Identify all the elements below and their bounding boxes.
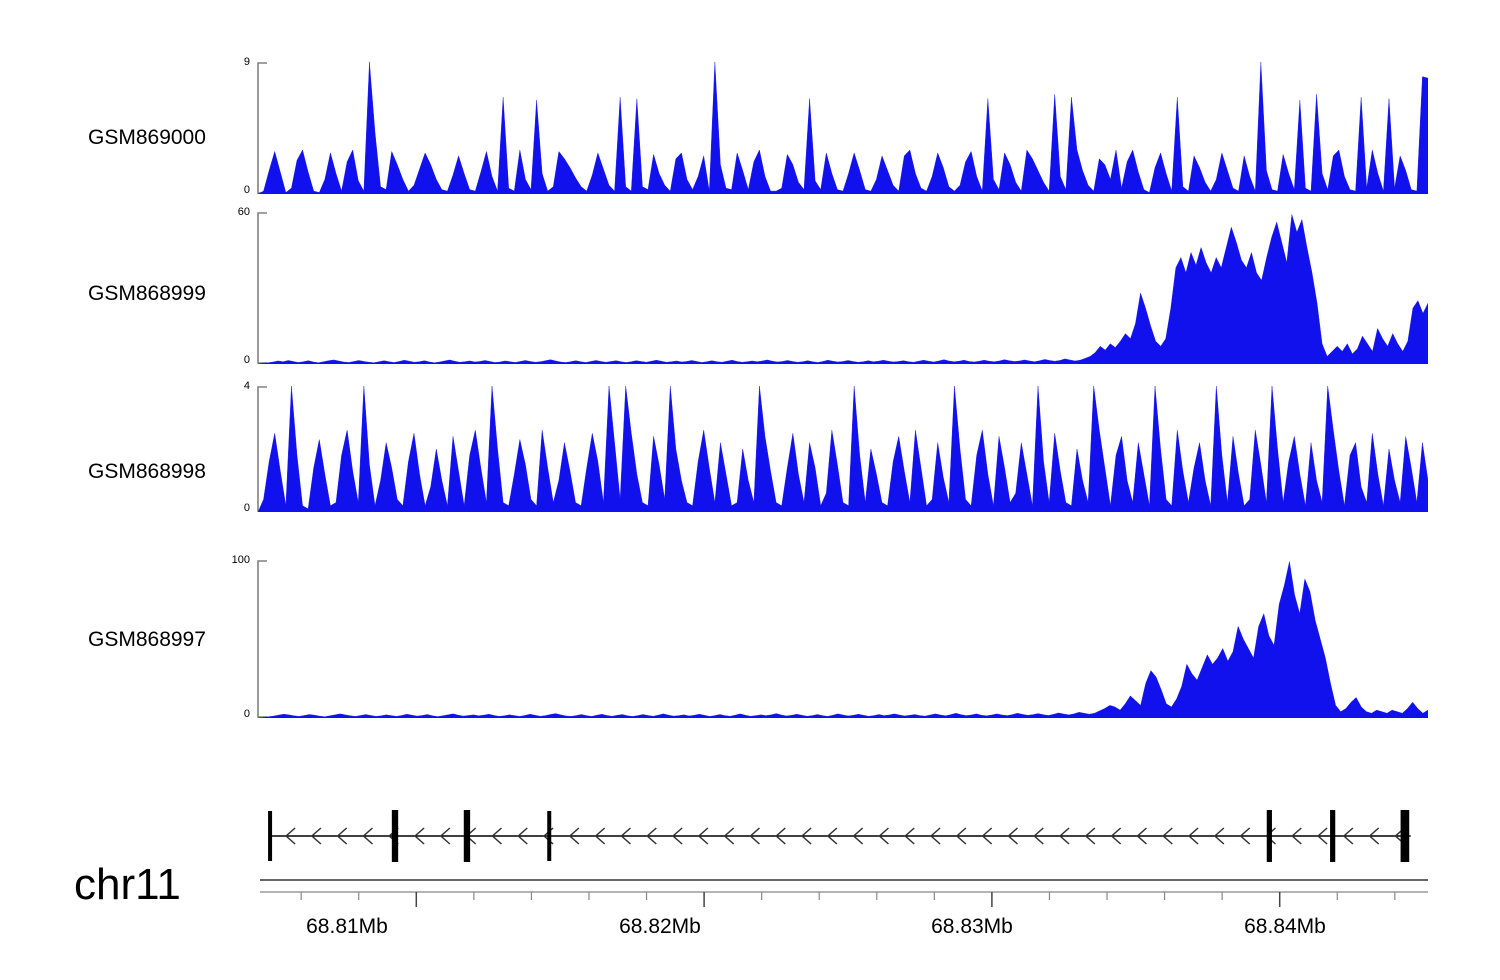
track-label-4: GSM868997 — [88, 628, 206, 651]
strand-arrow-left-icon — [284, 827, 296, 845]
strand-arrow-left-icon — [929, 827, 941, 845]
strand-arrow-left-icon — [1265, 827, 1276, 845]
track-4-plot — [258, 560, 1428, 718]
gene-exon-2[interactable] — [391, 810, 399, 862]
strand-arrow-left-icon — [1213, 827, 1225, 845]
track-4-ymax-label: 100 — [231, 554, 250, 566]
track-label-2: GSM868999 — [88, 282, 206, 305]
signal-area-1 — [258, 62, 1428, 194]
genome-ruler[interactable] — [258, 878, 1438, 908]
strand-arrow-left-icon — [800, 827, 812, 845]
strand-arrow-left-icon — [723, 827, 735, 845]
track-3-plot — [258, 386, 1428, 512]
strand-arrow-left-icon — [620, 827, 631, 845]
signal-area-3 — [258, 386, 1428, 512]
track-1-ymax-label: 9 — [243, 56, 250, 68]
track-3-ymin-label: 0 — [243, 502, 250, 514]
strand-arrow-left-icon — [1084, 827, 1096, 845]
strand-arrow-left-icon — [594, 827, 606, 845]
strand-arrow-left-icon — [1187, 827, 1199, 845]
strand-arrow-left-icon — [955, 827, 967, 845]
strand-arrow-left-icon — [1162, 827, 1173, 845]
gene-model-track[interactable] — [258, 806, 1438, 868]
gene-exon-3[interactable] — [463, 810, 471, 862]
strand-arrow-left-icon — [775, 827, 786, 845]
signal-track-3: GSM868998 4 0 — [0, 376, 1500, 548]
strand-arrow-left-icon — [1239, 827, 1251, 845]
signal-track-2: GSM868999 60 0 — [0, 200, 1500, 378]
strand-arrow-left-icon — [646, 827, 657, 845]
signal-area-4 — [258, 561, 1428, 718]
strand-arrow-left-icon — [852, 827, 864, 845]
strand-arrow-left-icon — [826, 827, 838, 845]
strand-arrow-left-icon — [568, 827, 580, 845]
track-4-ymin-label: 0 — [243, 708, 250, 720]
strand-arrow-left-icon — [878, 827, 889, 845]
strand-arrow-left-icon — [981, 827, 993, 845]
strand-arrow-left-icon — [1110, 827, 1122, 845]
ruler-label-1: 68.82Mb — [619, 915, 701, 938]
strand-arrow-left-icon — [336, 827, 348, 845]
strand-arrow-left-icon — [1291, 827, 1302, 845]
strand-arrow-left-icon — [439, 827, 451, 845]
signal-track-1: GSM869000 9 0 — [0, 26, 1500, 202]
strand-arrow-left-icon — [517, 827, 528, 845]
track-2-y-axis — [256, 212, 268, 369]
strand-arrow-left-icon — [1368, 827, 1380, 845]
strand-arrow-left-icon — [1007, 827, 1018, 845]
gene-exon-4[interactable] — [547, 811, 552, 861]
track-label-3: GSM868998 — [88, 460, 206, 483]
gene-exon-1[interactable] — [268, 811, 273, 861]
track-2-plot — [258, 212, 1428, 364]
gene-exon-5[interactable] — [1266, 810, 1272, 862]
strand-arrow-left-icon — [671, 827, 683, 845]
strand-arrow-left-icon — [491, 827, 502, 845]
ruler-label-0: 68.81Mb — [306, 915, 388, 938]
strand-arrow-left-icon — [1136, 827, 1147, 845]
strand-arrow-left-icon — [1342, 827, 1354, 845]
track-3-ymax-label: 4 — [243, 380, 250, 392]
strand-arrow-left-icon — [697, 827, 709, 845]
ruler-label-2: 68.83Mb — [931, 915, 1013, 938]
gene-exon-6[interactable] — [1330, 810, 1336, 862]
strand-arrow-left-icon — [1316, 827, 1328, 845]
ruler-label-3: 68.84Mb — [1244, 915, 1326, 938]
track-1-plot — [258, 62, 1428, 194]
strand-arrow-left-icon — [904, 827, 915, 845]
track-label-1: GSM869000 — [88, 126, 206, 149]
track-1-ymin-label: 0 — [243, 184, 250, 196]
strand-arrow-left-icon — [413, 827, 425, 845]
chromosome-name: chr11 — [74, 860, 181, 909]
signal-track-4: GSM868997 100 0 — [0, 548, 1500, 728]
strand-arrow-left-icon — [310, 827, 322, 845]
signal-area-2 — [258, 214, 1428, 364]
gene-exon-7[interactable] — [1400, 810, 1410, 862]
strand-arrow-left-icon — [749, 827, 760, 845]
track-2-ymin-label: 0 — [243, 354, 250, 366]
strand-arrow-left-icon — [1033, 827, 1044, 845]
strand-arrow-left-icon — [362, 827, 373, 845]
strand-arrow-left-icon — [1058, 827, 1070, 845]
track-4-y-axis — [256, 560, 268, 723]
track-2-ymax-label: 60 — [237, 206, 250, 218]
